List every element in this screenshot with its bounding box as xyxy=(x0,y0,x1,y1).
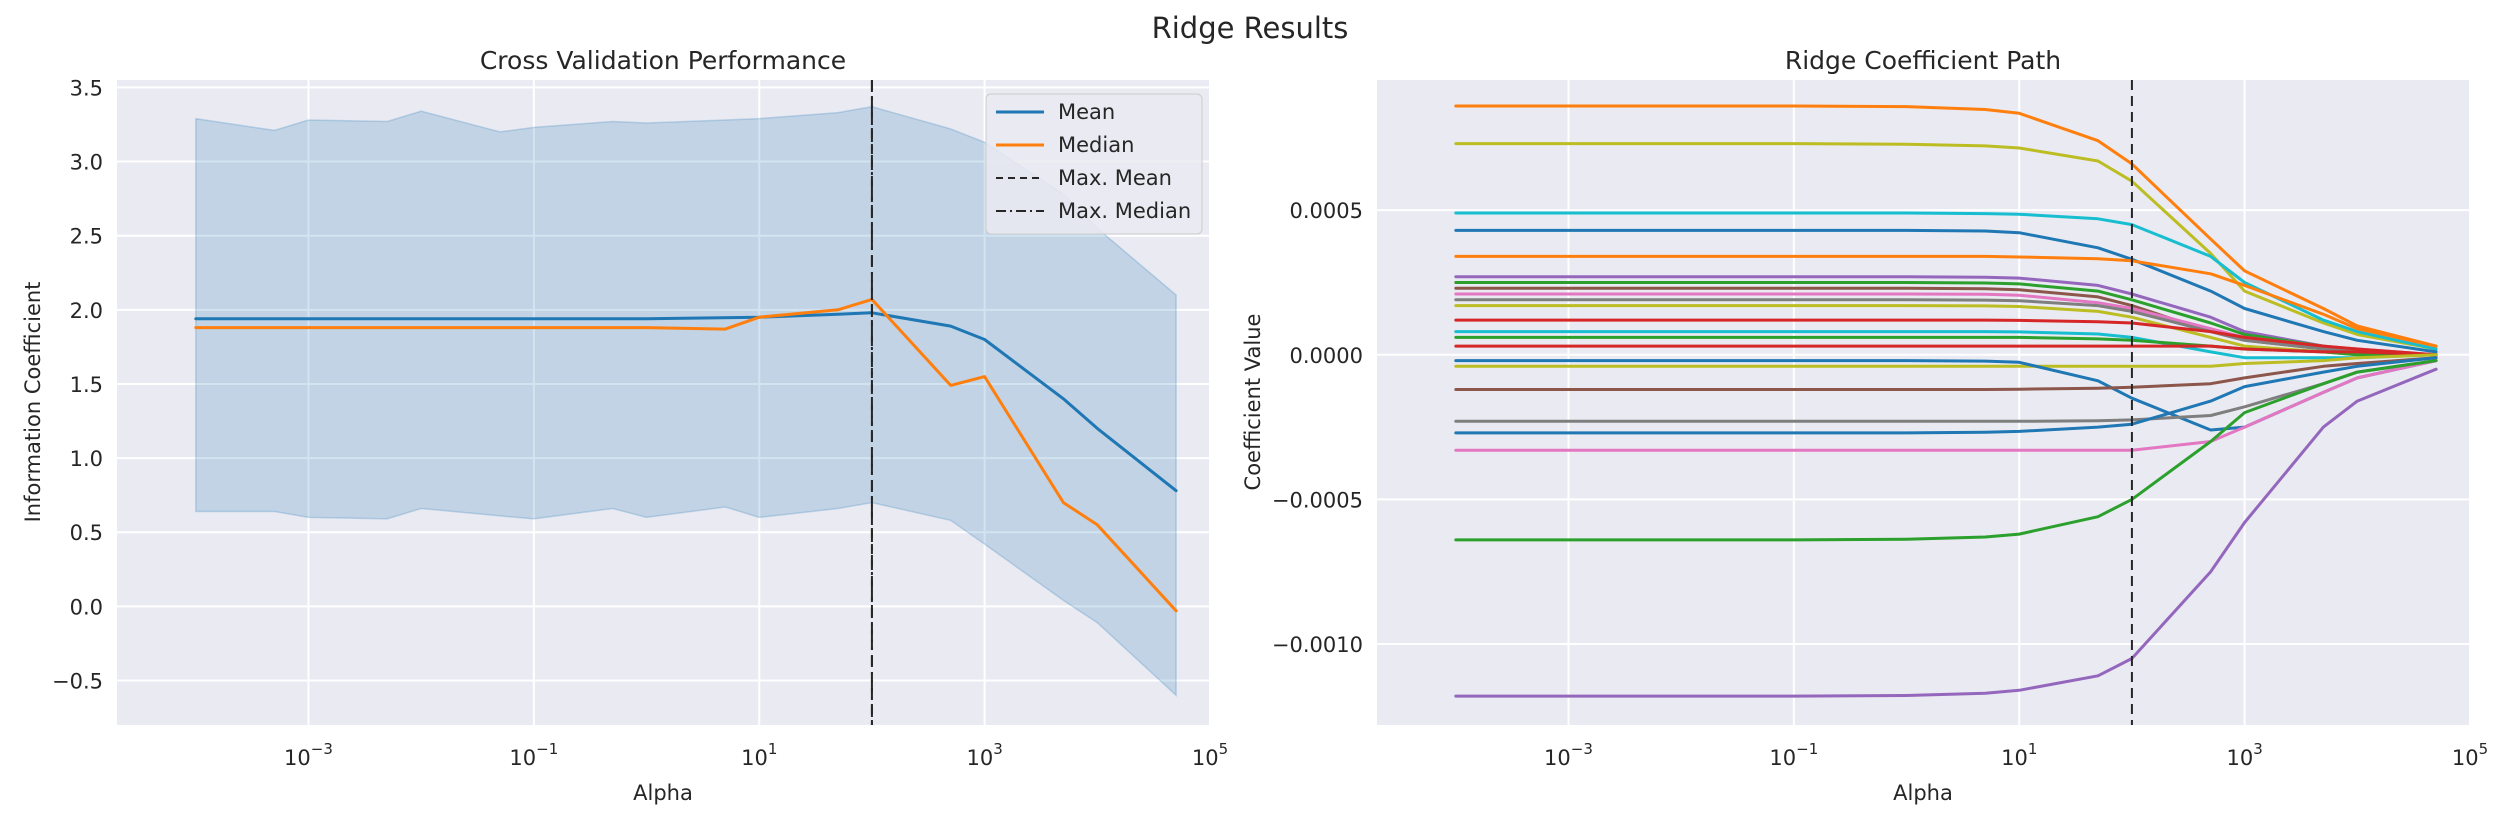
coef-x-tick-label: 10−1 xyxy=(1769,740,1818,770)
coef-series-lines xyxy=(1454,104,2438,698)
coef-x-tick-label: 103 xyxy=(2226,740,2262,770)
coef-x-tick-base: 10 xyxy=(2452,746,2479,770)
legend-label-max-mean: Max. Mean xyxy=(1058,166,1172,190)
legend-label-max-median: Max. Median xyxy=(1058,199,1191,223)
coef-y-tick-label: 0.0005 xyxy=(1290,199,1363,223)
coef-grid xyxy=(1377,80,2471,725)
series-line-coef-2 xyxy=(1454,142,2438,351)
coef-x-tick-exponent: 1 xyxy=(2028,740,2038,758)
cv-x-tick-label: 101 xyxy=(741,740,777,770)
cv-x-tick-label: 10−1 xyxy=(509,740,558,770)
series-line-coef-20 xyxy=(1454,356,2438,435)
series-line-coef-4 xyxy=(1454,228,2438,354)
coef-plot-area xyxy=(1377,80,2470,725)
cv-y-tick-label: 0.0 xyxy=(70,595,103,619)
cv-y-tick-label: 2.5 xyxy=(70,225,103,249)
cv-y-tick-label: 1.0 xyxy=(70,447,103,471)
cv-series-lines xyxy=(194,297,1178,613)
legend-entry-max-median: Max. Median xyxy=(996,199,1191,223)
coef-x-tick-exponent: 5 xyxy=(2479,740,2489,758)
cv-x-tick-base: 10 xyxy=(741,746,768,770)
coef-x-axis-label: Alpha xyxy=(1893,781,1953,805)
cv-x-tick-exponent: −3 xyxy=(311,740,333,758)
cv-title: Cross Validation Performance xyxy=(480,46,846,75)
cv-y-ticks: −0.5 0.0 0.5 1.0 1.5 2.0 2.5 3.0 3.5 xyxy=(52,76,103,693)
coef-x-tick-exponent: −1 xyxy=(1796,740,1818,758)
coef-x-tick-label: 10−3 xyxy=(1544,740,1593,770)
cv-x-tick-base: 10 xyxy=(1192,746,1219,770)
cv-x-ticks: 10−3 10−1 101 103 105 xyxy=(284,740,1228,770)
cv-y-tick-label: 3.0 xyxy=(70,151,103,175)
cv-legend-box xyxy=(985,93,1203,235)
series-line-coef-18 xyxy=(1454,356,2438,391)
coef-x-tick-base: 10 xyxy=(1544,746,1571,770)
coef-x-tick-base: 10 xyxy=(1769,746,1796,770)
legend-entry-mean: Mean xyxy=(996,100,1115,124)
cv-x-tick-label: 105 xyxy=(1192,740,1228,770)
series-line-median xyxy=(194,297,1178,613)
coef-y-tick-label: −0.0005 xyxy=(1272,488,1363,512)
coef-x-tick-label: 105 xyxy=(2452,740,2488,770)
cv-x-tick-base: 10 xyxy=(966,746,993,770)
cv-x-tick-base: 10 xyxy=(284,746,311,770)
series-line-coef-1 xyxy=(1454,104,2438,348)
series-line-coef-23 xyxy=(1454,367,2438,698)
coef-x-tick-exponent: 3 xyxy=(2253,740,2263,758)
legend-label-median: Median xyxy=(1058,133,1134,157)
cv-y-axis-label: Information Coefficient xyxy=(21,282,45,523)
cv-x-tick-exponent: −1 xyxy=(536,740,558,758)
figure-suptitle: Ridge Results xyxy=(1152,11,1349,45)
cv-x-tick-base: 10 xyxy=(509,746,536,770)
coef-y-ticks: −0.0010 −0.0005 0.0000 0.0005 xyxy=(1272,199,1363,657)
legend-entry-median: Median xyxy=(996,133,1134,157)
coef-y-tick-label: −0.0010 xyxy=(1272,633,1363,657)
series-line-coef-10 xyxy=(1454,298,2438,357)
cv-y-tick-label: 1.5 xyxy=(70,373,103,397)
cv-x-tick-exponent: 1 xyxy=(768,740,778,758)
series-line-coef-3 xyxy=(1454,211,2438,351)
cv-y-tick-label: 0.5 xyxy=(70,521,103,545)
series-line-coef-5 xyxy=(1454,254,2438,348)
cv-grid xyxy=(117,80,1211,725)
series-line-coef-15 xyxy=(1454,344,2438,357)
cv-x-axis-label: Alpha xyxy=(633,781,693,805)
cv-y-tick-label: −0.5 xyxy=(52,670,103,694)
coef-y-axis-label: Coefficient Value xyxy=(1241,314,1265,491)
cv-performance-chart: −0.50.00.51.01.52.02.53.03.5 10−3 10−1 101… xyxy=(21,46,1228,805)
coef-x-ticks: 10−3 10−1 101 103 105 xyxy=(1544,740,2488,770)
legend-entry-max-mean: Max. Mean xyxy=(996,166,1172,190)
series-line-coef-21 xyxy=(1454,359,2438,452)
cv-y-tick-label: 3.5 xyxy=(70,76,103,100)
series-line-mean xyxy=(194,311,1178,493)
coef-y-tick-label: 0.0000 xyxy=(1290,344,1363,368)
coef-x-tick-label: 101 xyxy=(2001,740,2037,770)
cv-x-tick-label: 103 xyxy=(966,740,1002,770)
cv-x-tick-exponent: 3 xyxy=(993,740,1003,758)
coef-x-tick-exponent: −3 xyxy=(1571,740,1593,758)
cv-legend: Mean Median Max. Mean Max. Median xyxy=(985,93,1203,235)
series-line-coef-22 xyxy=(1454,359,2438,542)
series-line-coef-16 xyxy=(1454,353,2438,368)
cv-std-band xyxy=(195,105,1177,698)
coef-x-tick-base: 10 xyxy=(2001,746,2028,770)
coef-title: Ridge Coefficient Path xyxy=(1785,46,2061,75)
coef-x-tick-base: 10 xyxy=(2226,746,2253,770)
cv-x-tick-label: 10−3 xyxy=(284,740,333,770)
series-line-coef-12 xyxy=(1454,318,2438,357)
series-line-coef-13 xyxy=(1454,330,2438,360)
legend-label-mean: Mean xyxy=(1058,100,1115,124)
cv-y-tick-label: 2.0 xyxy=(70,299,103,323)
cv-x-tick-exponent: 5 xyxy=(1219,740,1229,758)
